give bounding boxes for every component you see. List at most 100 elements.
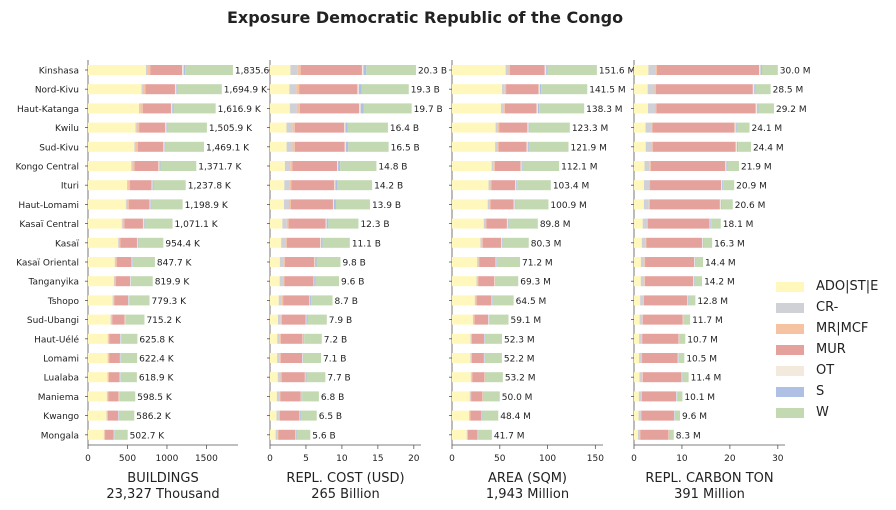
y-tick-label: Tanganyika — [27, 278, 79, 288]
data-label: 779.3 K — [152, 297, 188, 307]
bar-segment — [284, 161, 291, 171]
bar-segment — [480, 237, 482, 248]
bar-segment — [644, 161, 650, 171]
bar-segment — [639, 372, 643, 383]
bar-segment — [304, 333, 322, 344]
legend-swatch — [776, 302, 804, 313]
bar-segment — [496, 257, 497, 267]
data-label: 80.3 M — [531, 239, 562, 249]
bar-segment — [679, 333, 680, 344]
bar-segment — [109, 333, 121, 344]
bar-segment — [474, 295, 477, 306]
bar-segment — [363, 65, 367, 75]
bar-segment — [151, 180, 153, 191]
bar-segment — [494, 161, 521, 171]
bar-segment — [634, 429, 638, 440]
y-tick-label: Sud-Ubangi — [27, 316, 79, 326]
bar-segment — [471, 372, 473, 383]
legend-swatch — [776, 344, 804, 355]
bar-segment — [752, 84, 755, 95]
bar-segment — [140, 103, 143, 114]
bar-segment — [504, 103, 537, 114]
bar-segment — [639, 333, 642, 344]
bar-segment — [150, 199, 152, 210]
bar-segment — [693, 276, 694, 287]
bar-segment — [348, 141, 389, 152]
bar-segment — [114, 257, 116, 267]
bar-segment — [106, 410, 108, 421]
bar-segment — [495, 141, 498, 152]
bar-segment — [121, 333, 138, 344]
bar-segment — [107, 410, 119, 421]
bar-segment — [118, 237, 119, 248]
bar-segment — [495, 122, 498, 133]
bar-segment — [467, 429, 478, 440]
bar-segment — [634, 410, 639, 421]
bar-segment — [160, 161, 197, 171]
bar-segment — [277, 314, 281, 325]
bar-segment — [290, 199, 333, 210]
bar-segment — [114, 295, 128, 306]
x-axis-subtitle: 265 Billion — [311, 487, 380, 502]
bar-segment — [292, 161, 338, 171]
data-label: 100.9 M — [550, 201, 586, 211]
bar-segment — [291, 180, 335, 191]
data-label: 121.9 M — [570, 143, 606, 153]
bar-segment — [282, 218, 287, 229]
bar-segment — [738, 141, 751, 152]
bar-segment — [109, 353, 120, 363]
bar-segment — [131, 257, 133, 267]
bar-segment — [292, 122, 295, 133]
bar-segment — [452, 141, 496, 152]
y-tick-label: Lomami — [43, 355, 79, 365]
data-label: 6.8 B — [321, 393, 344, 403]
data-label: 618.9 K — [139, 374, 175, 384]
bar-segment — [486, 218, 507, 229]
bar-segment — [735, 122, 737, 133]
bar-segment — [128, 199, 150, 210]
bar-segment — [649, 180, 651, 191]
data-label: 29.2 M — [776, 105, 807, 115]
bar-segment — [452, 276, 477, 287]
bar-segment — [546, 65, 548, 75]
bar-segment — [469, 391, 471, 402]
bar-segment — [303, 353, 322, 363]
bar-segment — [471, 353, 484, 363]
bar-segment — [650, 161, 726, 171]
bar-segment — [452, 333, 471, 344]
bar-segment — [320, 237, 322, 248]
bar-segment — [277, 353, 280, 363]
bar-segment — [139, 122, 166, 133]
bar-segment — [88, 257, 115, 267]
bar-segment — [361, 84, 409, 95]
bar-segment — [88, 276, 114, 287]
bar-segment — [314, 276, 316, 287]
bar-segment — [687, 295, 688, 306]
bar-segment — [284, 180, 290, 191]
bar-segment — [634, 314, 640, 325]
bar-segment — [634, 372, 640, 383]
bar-segment — [270, 65, 291, 75]
data-label: 20.6 M — [735, 201, 766, 211]
bar-segment — [159, 161, 161, 171]
bar-segment — [277, 372, 281, 383]
bar-segment — [470, 372, 472, 383]
bar-segment — [694, 257, 696, 267]
x-tick-label: 0 — [85, 454, 91, 464]
bar-segment — [521, 161, 523, 171]
bar-segment — [520, 161, 522, 171]
bar-segment — [127, 295, 129, 306]
bar-segment — [471, 391, 483, 402]
bar-segment — [644, 257, 646, 267]
data-label: 20.9 M — [736, 182, 767, 192]
data-label: 41.7 M — [494, 431, 525, 441]
bar-segment — [452, 199, 488, 210]
bar-segment — [736, 122, 750, 133]
bar-segment — [142, 84, 146, 95]
bar-segment — [113, 276, 115, 287]
bar-segment — [120, 237, 137, 248]
bar-segment — [452, 103, 501, 114]
bar-segment — [536, 103, 538, 114]
data-label: 9.8 B — [342, 259, 365, 269]
bar-segment — [687, 295, 689, 306]
